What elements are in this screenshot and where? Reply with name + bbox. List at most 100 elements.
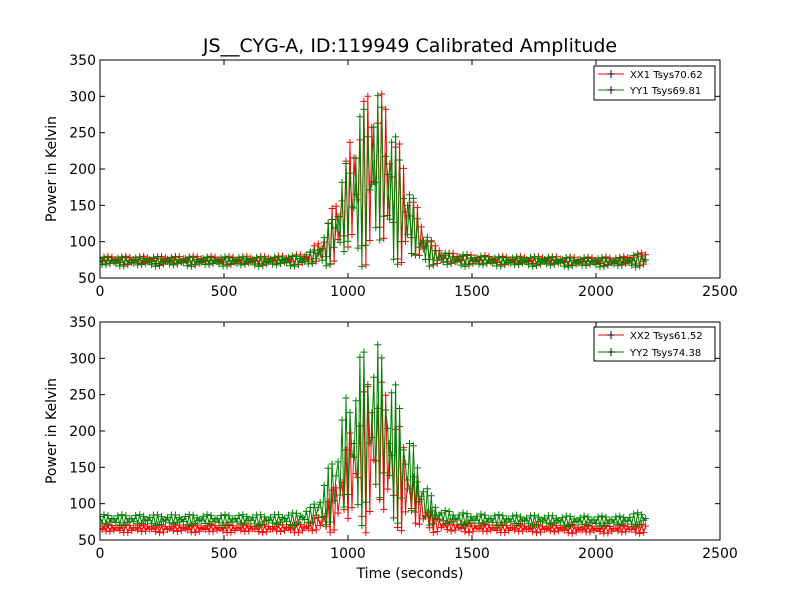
data-point-marker [102,520,110,528]
data-point-marker [620,513,628,521]
data-point-marker [536,528,544,536]
data-point-marker [354,501,362,509]
data-point-marker [225,254,233,262]
bottom-legend-box [593,326,716,362]
data-point-marker [158,513,166,521]
data-point-marker [223,521,231,529]
data-point-marker [501,519,509,527]
data-point-marker [108,521,116,529]
data-point-marker [425,521,433,529]
data-point-marker [179,517,187,525]
data-point-marker [400,446,408,454]
data-point-marker [636,262,644,270]
y-tick-label: 250 [69,388,96,404]
data-point-marker [201,526,209,534]
data-point-marker [523,256,531,264]
data-point-marker [558,255,566,263]
data-point-marker [640,528,648,536]
data-point-marker [370,373,378,381]
data-point-marker [316,246,324,254]
data-point-marker [255,528,263,536]
data-point-marker [509,512,517,520]
data-point-marker [199,512,207,520]
data-point-marker [100,511,108,519]
data-point-marker [189,253,197,261]
data-point-marker [165,519,173,527]
legend-yy2-label: YY2 Tsys74.38 [629,348,701,359]
data-point-marker [330,257,338,265]
data-point-marker [275,511,283,519]
data-point-marker [390,514,398,522]
data-point-marker [187,521,195,529]
data-point-marker [362,241,370,249]
data-point-marker [163,255,171,263]
data-point-marker [542,519,550,527]
data-point-marker [564,263,572,271]
data-point-marker [187,262,195,270]
data-point-marker [334,509,342,517]
data-point-marker [370,123,378,131]
data-point-marker [142,527,150,535]
data-point-marker [497,262,505,270]
y-tick-label: 250 [69,126,96,142]
data-point-marker [560,262,568,270]
data-point-marker [366,439,374,447]
data-point-marker [273,520,281,528]
data-point-marker [626,513,634,521]
data-point-marker [267,513,275,521]
data-point-marker [612,513,620,521]
data-point-marker [324,220,332,228]
data-point-marker [400,195,408,203]
data-point-marker [364,92,372,100]
data-point-marker [294,260,302,268]
data-point-marker [481,511,489,519]
legend-yy2-marker: + [606,345,616,359]
data-point-marker [398,258,406,266]
data-point-marker [634,509,642,517]
data-point-marker [318,513,326,521]
data-point-marker [320,481,328,489]
data-point-marker [132,254,140,262]
y-tick-label: 300 [69,351,96,367]
data-point-marker [364,381,372,389]
data-point-marker [336,491,344,499]
data-point-marker [477,510,485,518]
data-point-marker [473,512,481,520]
data-point-marker [411,251,419,259]
data-point-marker [618,261,626,269]
data-point-marker [568,529,576,537]
data-point-marker [439,258,447,266]
data-point-marker [529,527,537,535]
data-point-marker [360,348,368,356]
y-tick-label: 150 [69,198,96,214]
data-point-marker [130,518,138,526]
data-point-marker [483,518,491,526]
data-point-marker [441,249,449,257]
data-point-marker [241,519,249,527]
data-point-marker [354,244,362,252]
data-point-marker [207,512,215,520]
data-point-marker [457,520,465,528]
data-point-marker [342,394,350,402]
data-point-marker [427,492,435,500]
data-point-marker [112,518,120,526]
data-point-marker [473,254,481,262]
legend-xx1-label: XX1 Tsys70.62 [630,70,703,81]
x-tick-label: 1000 [330,284,366,300]
data-point-marker [396,156,404,164]
legend-xx1-marker: + [606,67,616,81]
data-point-marker [461,521,469,529]
data-point-marker [513,253,521,261]
bottom-legend: + XX2 Tsys61.52 + YY2 Tsys74.38 [593,326,716,362]
data-point-marker [576,514,584,522]
data-point-marker [529,521,537,529]
data-point-marker [546,261,554,269]
data-point-marker [169,261,177,269]
data-point-marker [181,512,189,520]
y-tick-label: 200 [69,424,96,440]
data-point-marker [378,90,386,98]
legend-xx2-label: XX2 Tsys61.52 [630,331,703,342]
data-point-marker [328,215,336,223]
data-point-marker [378,354,386,362]
data-point-marker [572,528,580,536]
